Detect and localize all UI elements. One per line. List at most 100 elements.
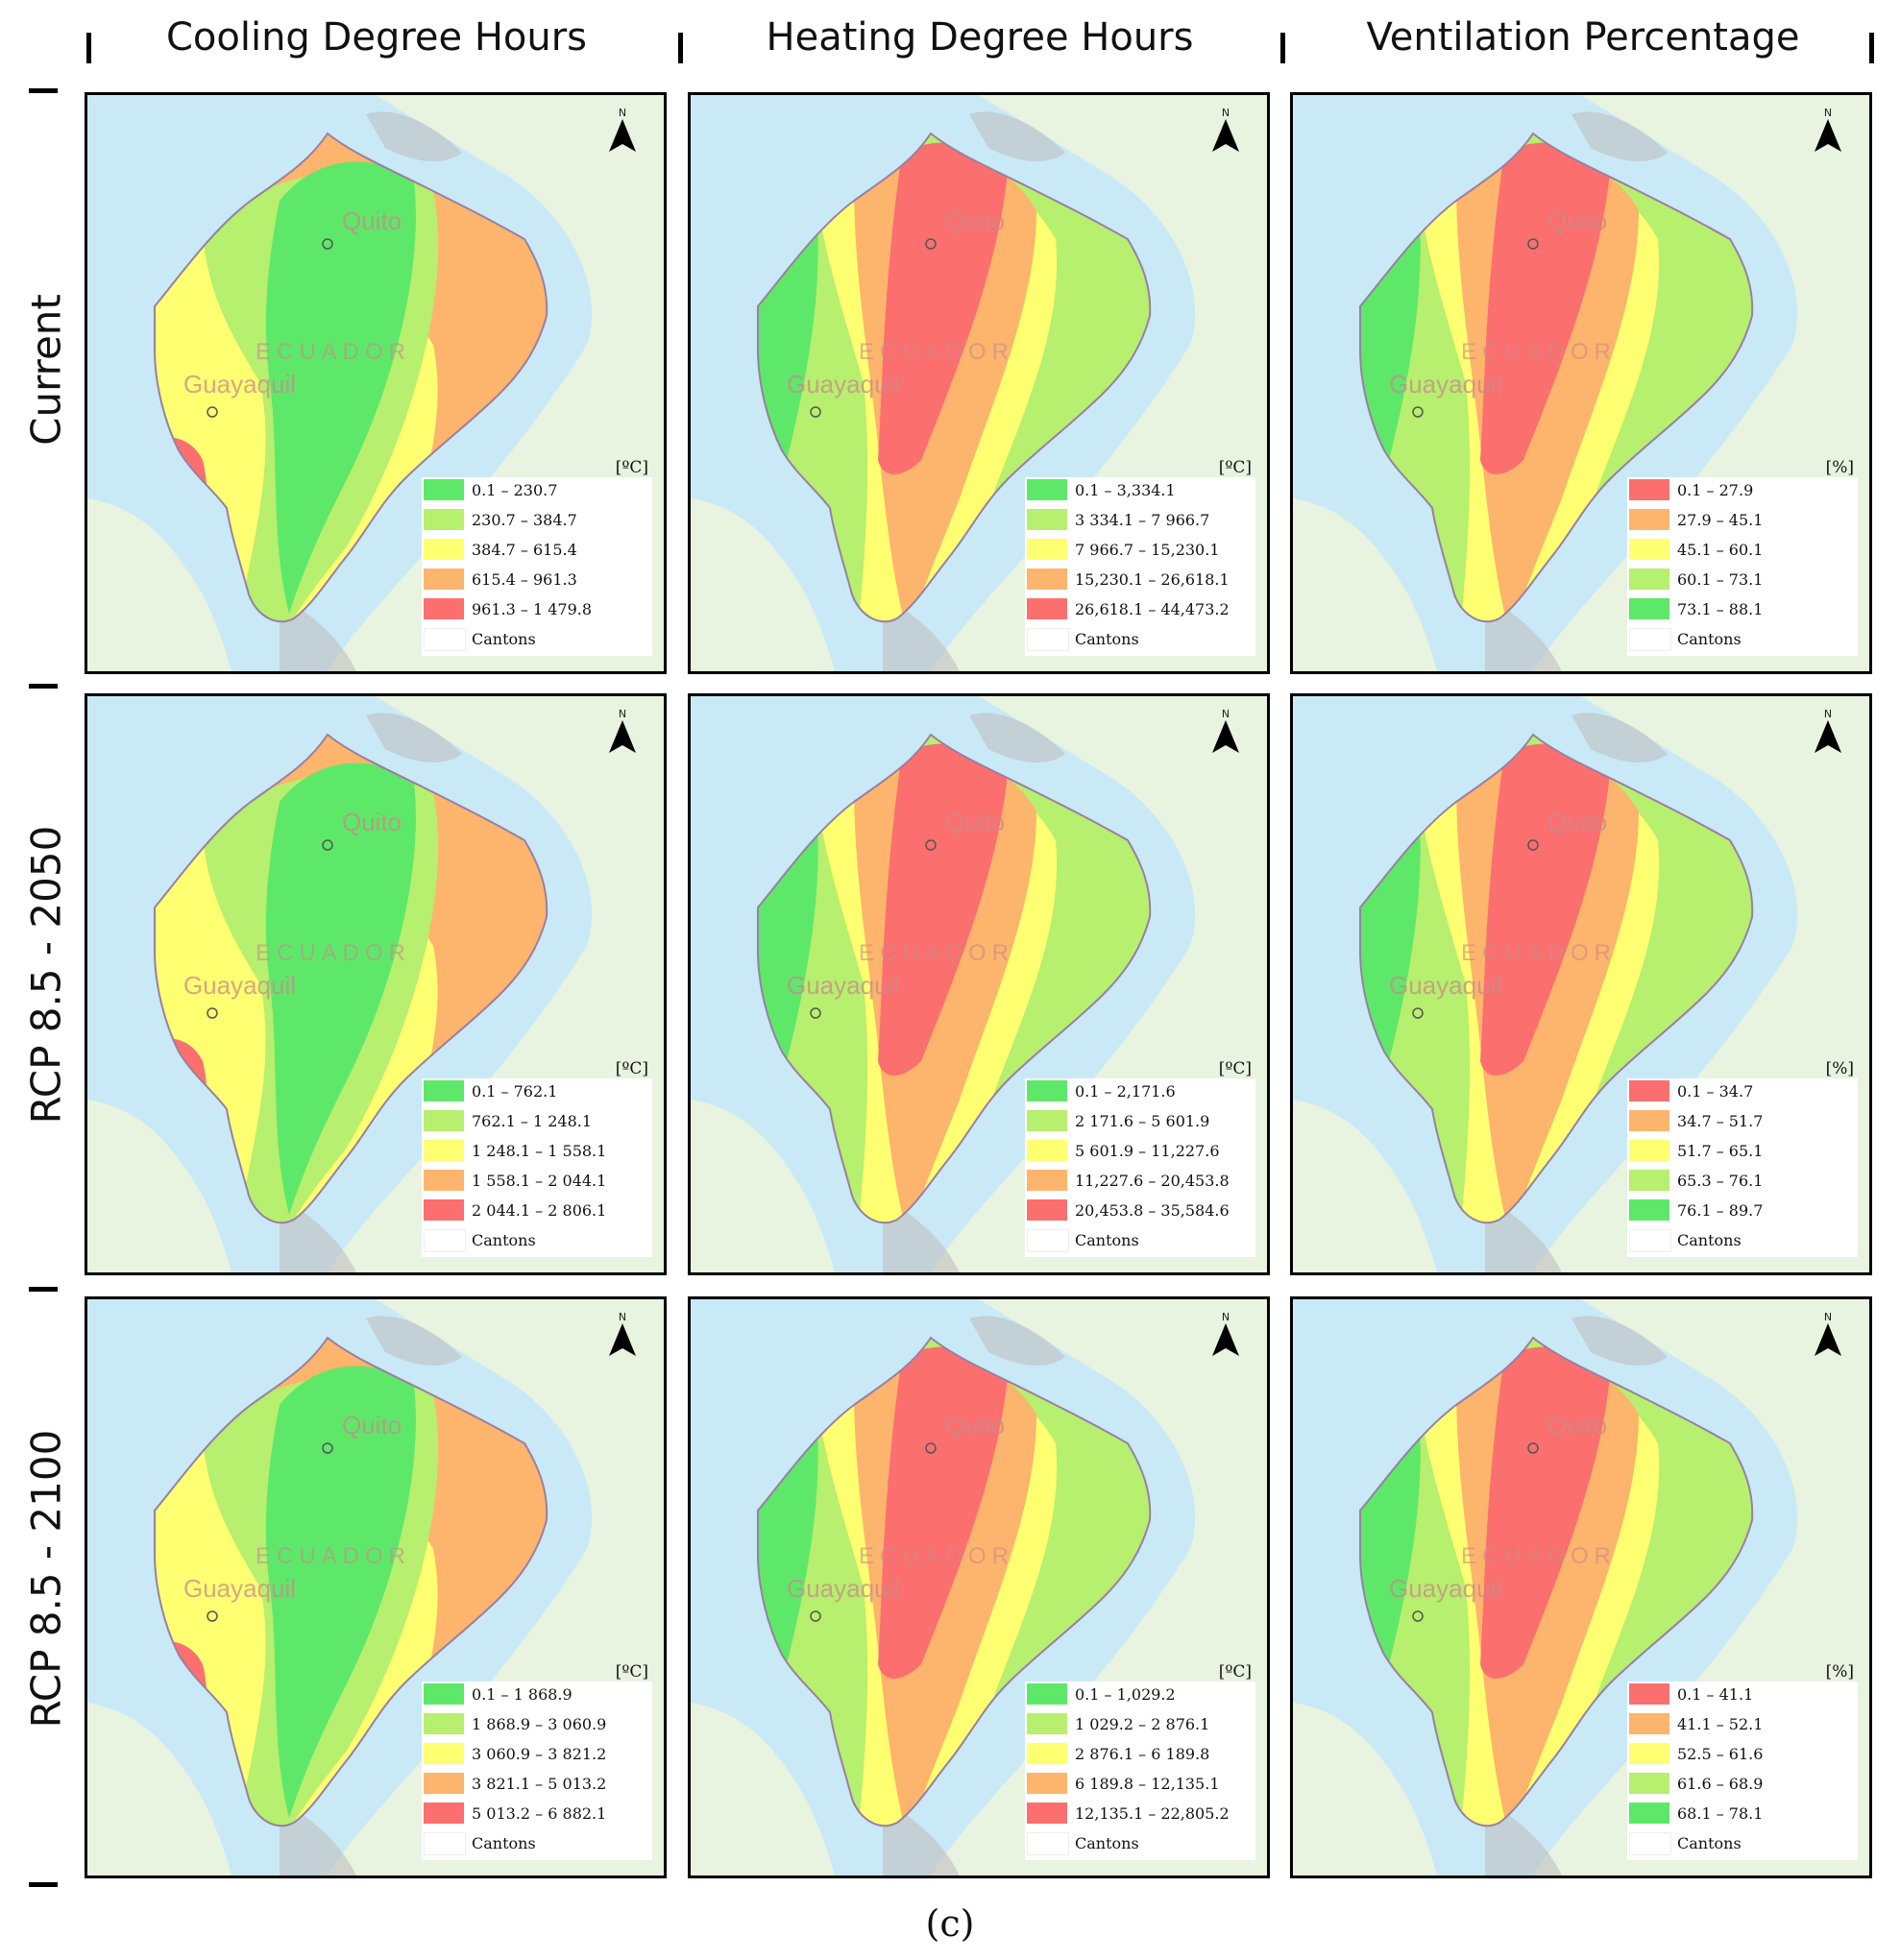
legend-label: 2 171.6 – 5 601.9 <box>1075 1112 1210 1130</box>
legend-item-cantons: Cantons <box>1627 1227 1858 1252</box>
country-border <box>1359 733 1754 1224</box>
legend-swatch <box>1027 1743 1067 1764</box>
legend-item: 51.7 – 65.1 <box>1627 1138 1858 1163</box>
legend-item: 1 248.1 – 1 558.1 <box>422 1138 652 1163</box>
column-title-ventilation: Ventilation Percentage <box>1366 15 1800 60</box>
legend-swatch <box>424 1713 464 1734</box>
map-panel: Quito Guayaquil ECUADOR N [ºC] 0.1 – 230.7 230… <box>85 92 667 674</box>
guayaquil-marker <box>1412 406 1424 418</box>
north-label: N <box>618 708 627 720</box>
legend: 0.1 – 1 868.9 1 868.9 – 3 060.9 3 060.9 – … <box>422 1682 652 1860</box>
legend-swatch <box>1629 598 1669 619</box>
legend-label: 52.5 – 61.6 <box>1677 1745 1764 1763</box>
legend-swatch <box>1027 1199 1067 1221</box>
legend-label: 0.1 – 27.9 <box>1677 481 1754 499</box>
country-border <box>154 132 548 623</box>
legend-swatch <box>1027 1110 1067 1131</box>
legend-label: 26,618.1 – 44,473.2 <box>1075 600 1230 618</box>
legend-swatch <box>424 1743 464 1764</box>
map-panel: Quito Guayaquil ECUADOR N [ºC] 0.1 – 3,334.1 3… <box>688 92 1270 674</box>
country-label: ECUADOR <box>859 940 1014 966</box>
north-label: N <box>1823 708 1833 720</box>
legend-label: 2 876.1 – 6 189.8 <box>1075 1745 1210 1763</box>
legend-swatch <box>1027 598 1067 619</box>
country-border <box>154 733 548 1224</box>
city-label-quito: Quito <box>342 206 402 235</box>
legend-swatch <box>1629 1803 1669 1824</box>
legend-label: 0.1 – 1,029.2 <box>1075 1685 1176 1704</box>
legend-swatch <box>1629 1199 1669 1221</box>
legend-swatch <box>1027 1832 1069 1855</box>
legend-swatch <box>424 1229 466 1252</box>
city-label-quito: Quito <box>945 808 1005 836</box>
zone-band <box>265 161 416 614</box>
legend-swatch <box>1027 539 1067 560</box>
legend-item: 5 601.9 – 11,227.6 <box>1025 1138 1255 1163</box>
legend-label: Cantons <box>1677 1834 1742 1852</box>
legend-item: 0.1 – 230.7 <box>422 477 652 502</box>
legend-label: 27.9 – 45.1 <box>1677 511 1764 529</box>
legend-swatch <box>1027 1229 1069 1252</box>
country-border <box>757 132 1152 623</box>
legend-label: 0.1 – 230.7 <box>472 481 558 499</box>
mountain-relief <box>1571 1316 1668 1367</box>
legend-swatch <box>424 569 464 590</box>
legend-item: 1 558.1 – 2 044.1 <box>422 1168 652 1193</box>
legend-label: 2 044.1 – 2 806.1 <box>472 1201 607 1220</box>
legend-label: Cantons <box>472 1834 536 1852</box>
legend-swatch <box>424 1170 464 1191</box>
legend-swatch <box>424 539 464 560</box>
quito-marker <box>1527 839 1539 851</box>
row-tick <box>29 684 58 689</box>
land-area <box>1293 498 1437 671</box>
figure-caption: (c) <box>925 1902 975 1945</box>
city-label-guayaquil: Guayaquil <box>787 370 899 399</box>
legend-swatch <box>1629 1713 1669 1734</box>
city-label-quito: Quito <box>1547 1411 1607 1440</box>
legend-label: Cantons <box>1677 630 1742 648</box>
legend-swatch <box>1629 628 1671 651</box>
country-label: ECUADOR <box>256 940 411 966</box>
legend: 0.1 – 41.1 41.1 – 52.1 52.5 – 61.6 61.6 – 6… <box>1627 1682 1858 1860</box>
row-tick <box>29 88 58 93</box>
legend-label: 0.1 – 3,334.1 <box>1075 481 1176 499</box>
city-label-guayaquil: Guayaquil <box>1389 1574 1501 1603</box>
legend: 0.1 – 34.7 34.7 – 51.7 51.7 – 65.1 65.3 – 7… <box>1627 1078 1858 1257</box>
legend-unit: [ºC] <box>615 458 648 477</box>
guayaquil-marker <box>810 1610 821 1622</box>
legend-label: 3 060.9 – 3 821.2 <box>472 1745 607 1763</box>
north-arrow-icon: N <box>1211 708 1240 757</box>
legend-item: 961.3 – 1 479.8 <box>422 596 652 621</box>
quito-marker <box>1527 238 1539 250</box>
legend-unit: [ºC] <box>1218 1059 1252 1078</box>
legend-item: 12,135.1 – 22,805.2 <box>1025 1801 1255 1826</box>
mountain-relief <box>969 713 1065 763</box>
legend-label: 3 334.1 – 7 966.7 <box>1075 511 1210 529</box>
legend-item: 73.1 – 88.1 <box>1627 596 1858 621</box>
legend-swatch <box>1629 479 1669 500</box>
legend-item: 0.1 – 41.1 <box>1627 1682 1858 1706</box>
guayaquil-marker <box>1412 1007 1424 1019</box>
legend: 0.1 – 3,334.1 3 334.1 – 7 966.7 7 966.7 – … <box>1025 477 1255 656</box>
map-panel: Quito Guayaquil ECUADOR N [ºC] 0.1 – 762.1 762… <box>85 693 667 1275</box>
legend: 0.1 – 230.7 230.7 – 384.7 384.7 – 615.4 615… <box>422 477 652 656</box>
legend-unit: [ºC] <box>1218 1662 1252 1682</box>
city-label-guayaquil: Guayaquil <box>787 1574 899 1603</box>
legend-label: 961.3 – 1 479.8 <box>472 600 593 618</box>
legend-swatch <box>1629 539 1669 560</box>
map-panel: Quito Guayaquil ECUADOR N [%] 0.1 – 27.9 27.9 … <box>1290 92 1872 674</box>
legend-swatch <box>424 1140 464 1161</box>
legend-label: Cantons <box>1075 630 1139 648</box>
mountain-relief <box>366 111 462 162</box>
legend-item-cantons: Cantons <box>1025 626 1255 651</box>
country-border <box>154 1336 548 1827</box>
legend-swatch <box>424 1683 464 1705</box>
legend-swatch <box>1629 1832 1671 1855</box>
zone-band <box>1480 142 1610 474</box>
legend-label: Cantons <box>1075 1834 1139 1852</box>
legend-item-cantons: Cantons <box>1025 1830 1255 1855</box>
country-label: ECUADOR <box>1461 940 1617 966</box>
country-label: ECUADOR <box>1461 339 1617 365</box>
country-label: ECUADOR <box>1461 1543 1617 1569</box>
legend-item-cantons: Cantons <box>422 1227 652 1252</box>
